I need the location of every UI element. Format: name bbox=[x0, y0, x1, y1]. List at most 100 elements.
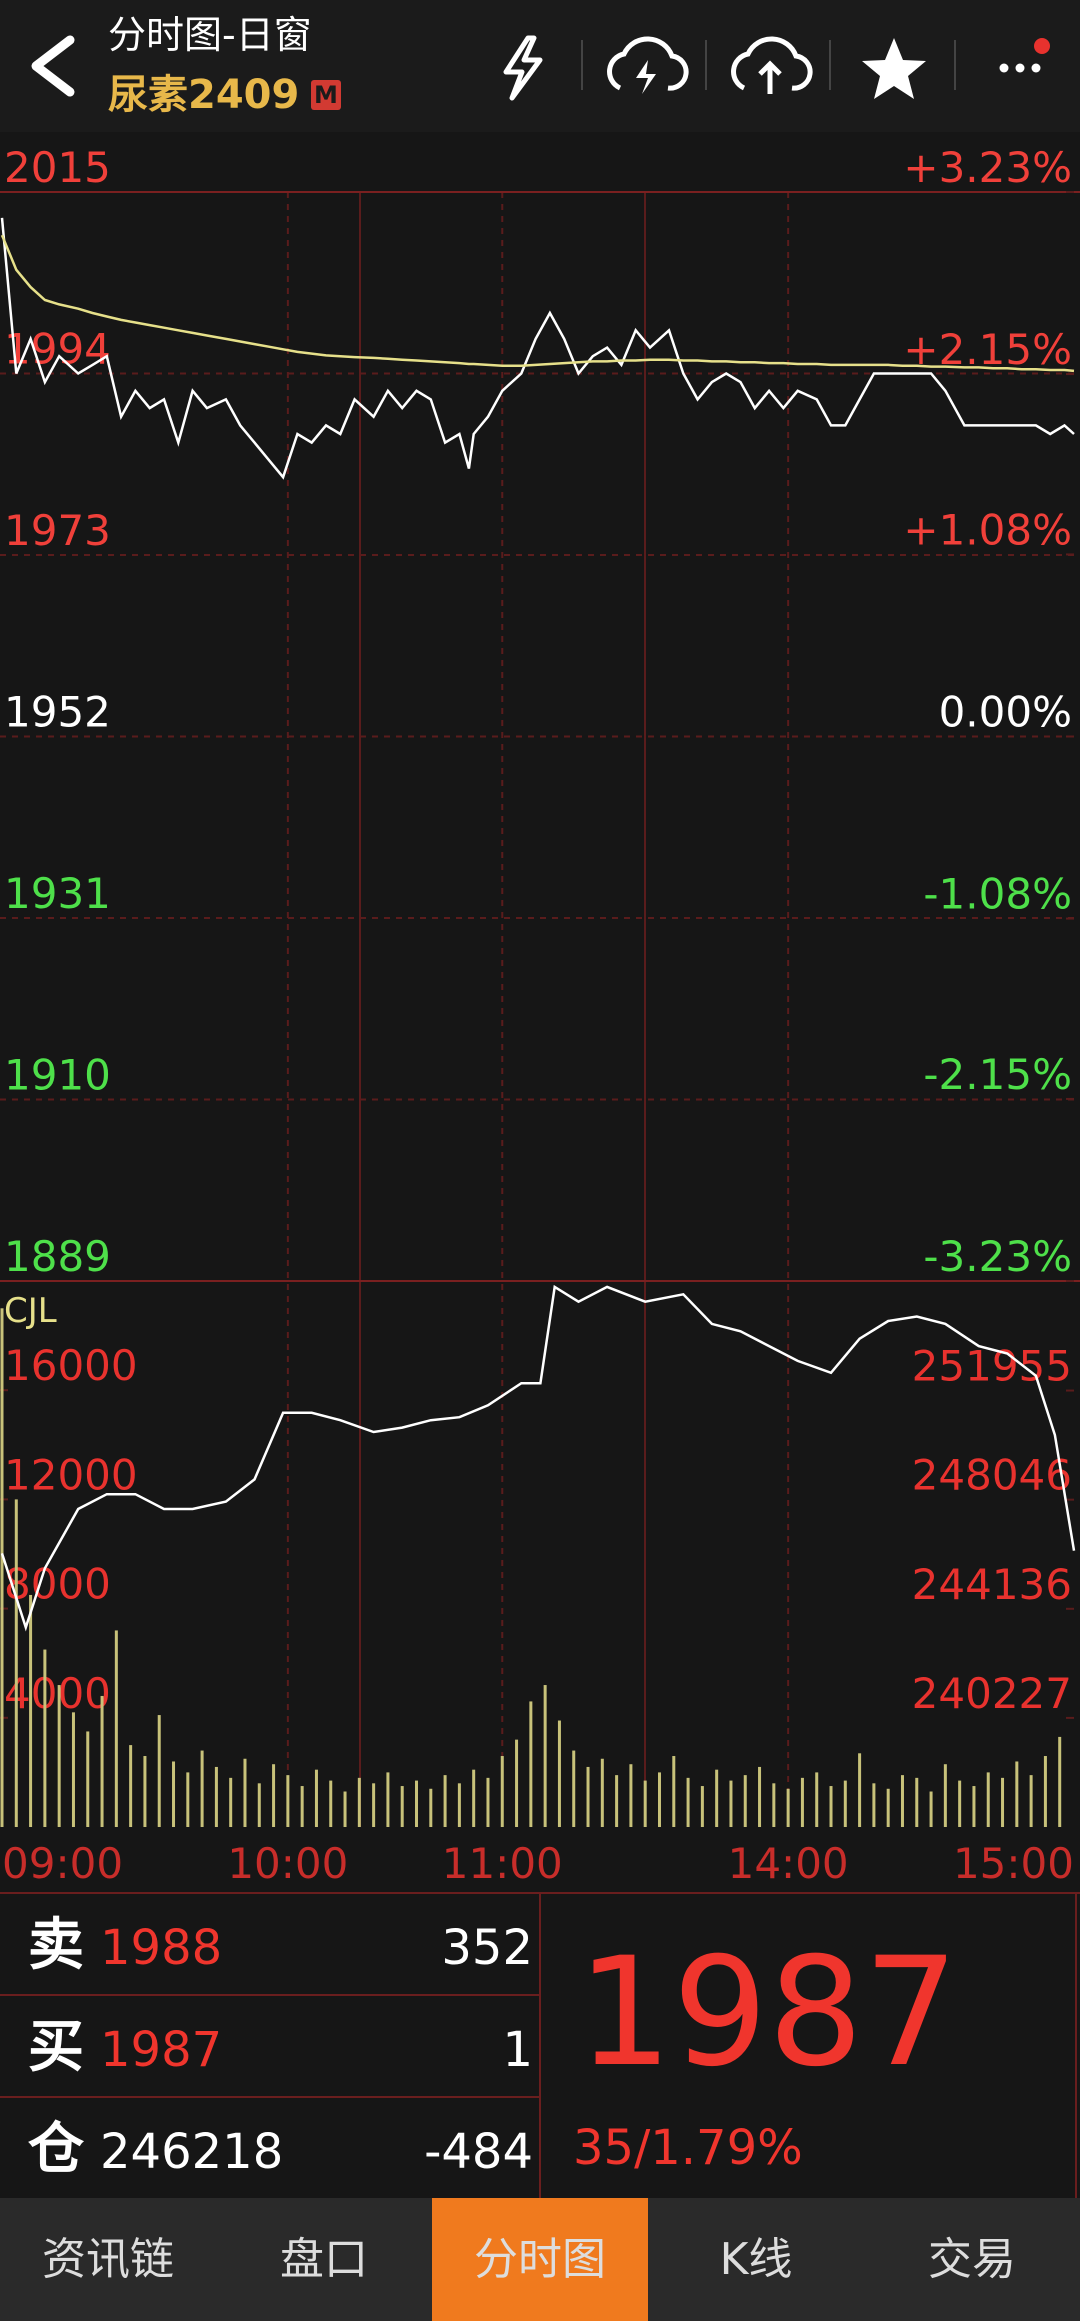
dot bbox=[1015, 63, 1025, 73]
tab[interactable]: 分时图 bbox=[474, 2234, 606, 2285]
quote-panel: 1987 35/1.79% 卖 1988 352 买 1987 1 仓 246218 -484 bbox=[28, 1913, 959, 2182]
y2-tick-label: -2.15% bbox=[923, 1050, 1072, 1099]
y-tick-label: 2015 bbox=[4, 143, 111, 192]
y-tick-label: 12000 bbox=[4, 1450, 138, 1499]
volume-bar bbox=[1015, 1761, 1019, 1827]
x-tick-label: 11:00 bbox=[442, 1839, 563, 1888]
volume-bar bbox=[529, 1701, 533, 1827]
quote-label: 买 bbox=[28, 2015, 84, 2080]
price-change: 35/1.79% bbox=[573, 2120, 803, 2176]
dot bbox=[999, 63, 1009, 73]
quote-qty: 352 bbox=[441, 1920, 533, 1976]
volume-bar bbox=[243, 1758, 247, 1827]
volume-bar bbox=[300, 1786, 304, 1827]
dot bbox=[1031, 63, 1041, 73]
y2-tick-label: 0.00% bbox=[939, 688, 1072, 737]
active-tab-background bbox=[432, 2198, 648, 2321]
volume-bar bbox=[600, 1758, 604, 1827]
volume-bar bbox=[472, 1769, 476, 1827]
volume-bar bbox=[314, 1769, 318, 1827]
volume-bar bbox=[86, 1731, 90, 1827]
volume-bar bbox=[800, 1777, 804, 1827]
y2-tick-label: -1.08% bbox=[923, 870, 1072, 919]
volume-bar bbox=[129, 1745, 133, 1827]
page-title: 分时图-日窗 bbox=[108, 13, 312, 57]
notification-dot bbox=[1034, 38, 1050, 54]
volume-bar bbox=[386, 1772, 390, 1827]
volume-bar bbox=[29, 1594, 33, 1827]
x-tick-label: 10:00 bbox=[227, 1839, 348, 1888]
y-tick-label: 8000 bbox=[4, 1560, 111, 1609]
volume-bar bbox=[357, 1777, 361, 1827]
volume-bar bbox=[415, 1780, 419, 1827]
cloud-upload-icon[interactable] bbox=[731, 36, 813, 94]
x-tick-label: 15:00 bbox=[953, 1839, 1074, 1888]
volume-bar bbox=[986, 1772, 990, 1827]
cloud bbox=[607, 36, 689, 91]
volume-bar bbox=[100, 1695, 104, 1827]
volume-bar bbox=[286, 1775, 290, 1827]
volume-bar bbox=[758, 1766, 762, 1827]
volume-bar bbox=[715, 1769, 719, 1827]
quote-qty: 1 bbox=[502, 2022, 533, 2078]
volume-bar bbox=[1001, 1777, 1005, 1827]
quote-price: 246218 bbox=[100, 2124, 283, 2180]
cloud-flash-icon[interactable] bbox=[607, 36, 689, 94]
favorite-icon[interactable] bbox=[862, 38, 926, 99]
volume-bar bbox=[343, 1791, 347, 1827]
tab[interactable]: K线 bbox=[720, 2234, 793, 2285]
arrow bbox=[758, 60, 782, 94]
volume-bar bbox=[543, 1685, 547, 1827]
volume-bar bbox=[915, 1777, 919, 1827]
volume-bar bbox=[443, 1775, 447, 1827]
bolt bbox=[636, 60, 656, 94]
volume-bar bbox=[900, 1775, 904, 1827]
y-tick-label: 1910 bbox=[4, 1051, 111, 1100]
volume-bar bbox=[214, 1766, 218, 1827]
volume-bar bbox=[929, 1791, 933, 1827]
tab[interactable]: 交易 bbox=[928, 2234, 1016, 2285]
badge-box bbox=[311, 80, 341, 110]
y2-tick-label: -3.23% bbox=[923, 1232, 1072, 1281]
badge: M bbox=[314, 81, 338, 109]
volume-bar bbox=[0, 1308, 4, 1827]
series-line bbox=[0, 1284, 1076, 1632]
y-tick-label: 1889 bbox=[4, 1232, 111, 1281]
y2-tick-label: +3.23% bbox=[903, 143, 1072, 192]
volume-bar bbox=[500, 1756, 504, 1827]
flash-icon[interactable] bbox=[503, 35, 543, 101]
volume-bar bbox=[1029, 1775, 1033, 1827]
y2-tick-label: 248046 bbox=[912, 1451, 1072, 1500]
tab[interactable]: 盘口 bbox=[280, 2234, 368, 2285]
y-tick-label: 4000 bbox=[4, 1669, 111, 1718]
volume-bar bbox=[815, 1772, 819, 1827]
tab[interactable]: 资讯链 bbox=[42, 2234, 174, 2285]
back-button[interactable] bbox=[31, 35, 75, 97]
last-price: 1987 bbox=[577, 1926, 959, 2100]
y2-tick-label: 244136 bbox=[912, 1560, 1072, 1609]
volume-bar bbox=[657, 1772, 661, 1827]
quote-label: 卖 bbox=[28, 1913, 84, 1978]
volume-bar bbox=[457, 1783, 461, 1827]
volume-bar bbox=[200, 1750, 204, 1827]
y-tick-label: 16000 bbox=[4, 1341, 138, 1390]
volume-bar bbox=[172, 1761, 176, 1827]
cloud bbox=[731, 36, 813, 91]
volume-bar bbox=[700, 1786, 704, 1827]
volume-bar bbox=[1043, 1756, 1047, 1827]
series-line bbox=[0, 217, 1075, 480]
volume-bar bbox=[972, 1786, 976, 1827]
volume-bar bbox=[943, 1764, 947, 1827]
volume-bar bbox=[272, 1764, 276, 1827]
volume-bar bbox=[71, 1712, 75, 1827]
panel-title: CJL bbox=[4, 1291, 57, 1331]
charts: 09:00 10:00 11:00 14:00 15:00201519941973195… bbox=[0, 143, 1080, 1888]
volume-bar bbox=[743, 1775, 747, 1827]
volume-bar bbox=[729, 1780, 733, 1827]
volume-bar bbox=[958, 1780, 962, 1827]
volume-bar bbox=[858, 1753, 862, 1827]
volume-bar bbox=[557, 1720, 561, 1827]
volume-bar bbox=[643, 1780, 647, 1827]
more-icon[interactable] bbox=[999, 38, 1051, 73]
